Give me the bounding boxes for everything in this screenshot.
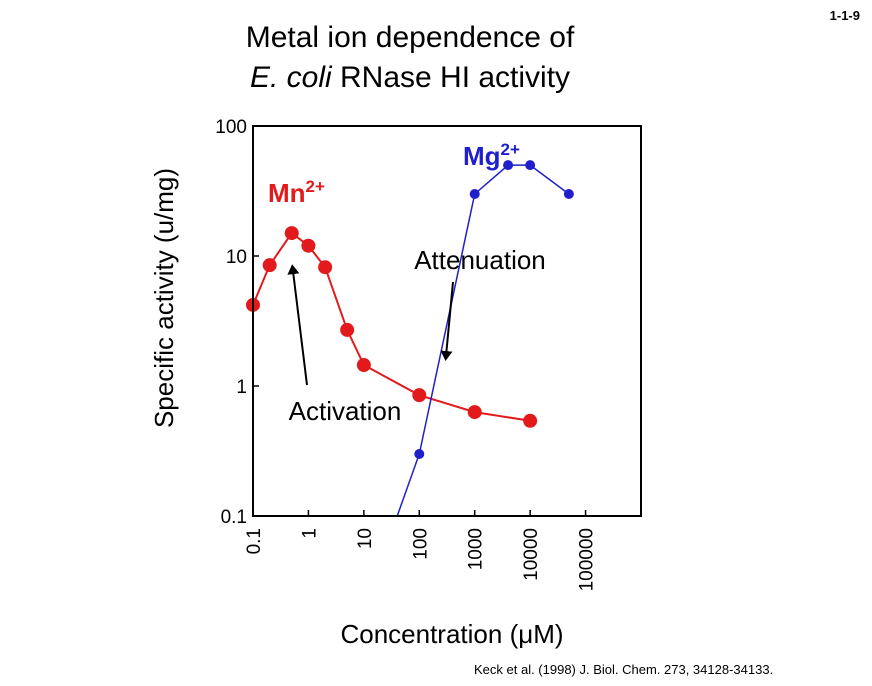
data-point-mn	[467, 405, 482, 420]
plot-frame	[252, 125, 642, 517]
data-point-mn	[523, 413, 538, 428]
title-organism: E. coli	[249, 61, 332, 94]
data-point-mn	[412, 388, 427, 403]
slide-number: 1-1-9	[829, 8, 860, 23]
data-point-mn	[262, 258, 277, 273]
x-tick-label: 100	[410, 528, 431, 560]
y-tick-label: 1	[236, 377, 247, 398]
y-tick-label: 10	[226, 247, 247, 268]
data-point-mn	[356, 358, 371, 373]
x-tick-label: 100000	[577, 528, 598, 591]
data-point-mn	[284, 226, 299, 241]
x-tick-label: 0.1	[244, 528, 265, 554]
data-point-mg	[469, 188, 480, 199]
x-tick-label: 1000	[466, 528, 487, 570]
y-tick-label: 100	[215, 117, 247, 138]
x-tick-label: 10	[355, 528, 376, 549]
y-tick-label: 0.1	[221, 507, 247, 528]
series-line-mn	[253, 231, 531, 422]
series-label-mn: Mn2+	[268, 177, 325, 208]
arrow-activation	[287, 264, 308, 386]
data-point-mn	[301, 238, 316, 253]
arrow-attenuation	[440, 281, 454, 361]
series-line-mg	[396, 164, 570, 516]
data-point-mg	[503, 160, 514, 171]
x-tick-label: 10000	[521, 528, 542, 581]
data-point-mg	[414, 448, 425, 459]
title-line-1: Metal ion dependence of	[245, 21, 575, 54]
annotation-activation: Activation	[289, 396, 402, 426]
x-axis-label: Concentration (μM)	[340, 619, 563, 649]
data-point-mg	[525, 160, 536, 171]
data-point-mn	[318, 260, 333, 275]
data-point-mg	[563, 188, 574, 199]
annotation-attenuation: Attenuation	[414, 245, 546, 275]
data-point-mn	[340, 322, 355, 337]
series-label-mg: Mg2+	[463, 140, 520, 171]
x-tick-label: 1	[299, 528, 320, 539]
title-line-2: E. coli RNase HI activity	[160, 58, 660, 98]
title-enzyme: RNase HI activity	[331, 61, 571, 94]
citation: Keck et al. (1998) J. Biol. Chem. 273, 3…	[474, 662, 774, 677]
y-axis-label: Specific activity (u/mg)	[149, 168, 179, 428]
chart-title: Metal ion dependence of E. coli RNase HI…	[160, 18, 660, 98]
